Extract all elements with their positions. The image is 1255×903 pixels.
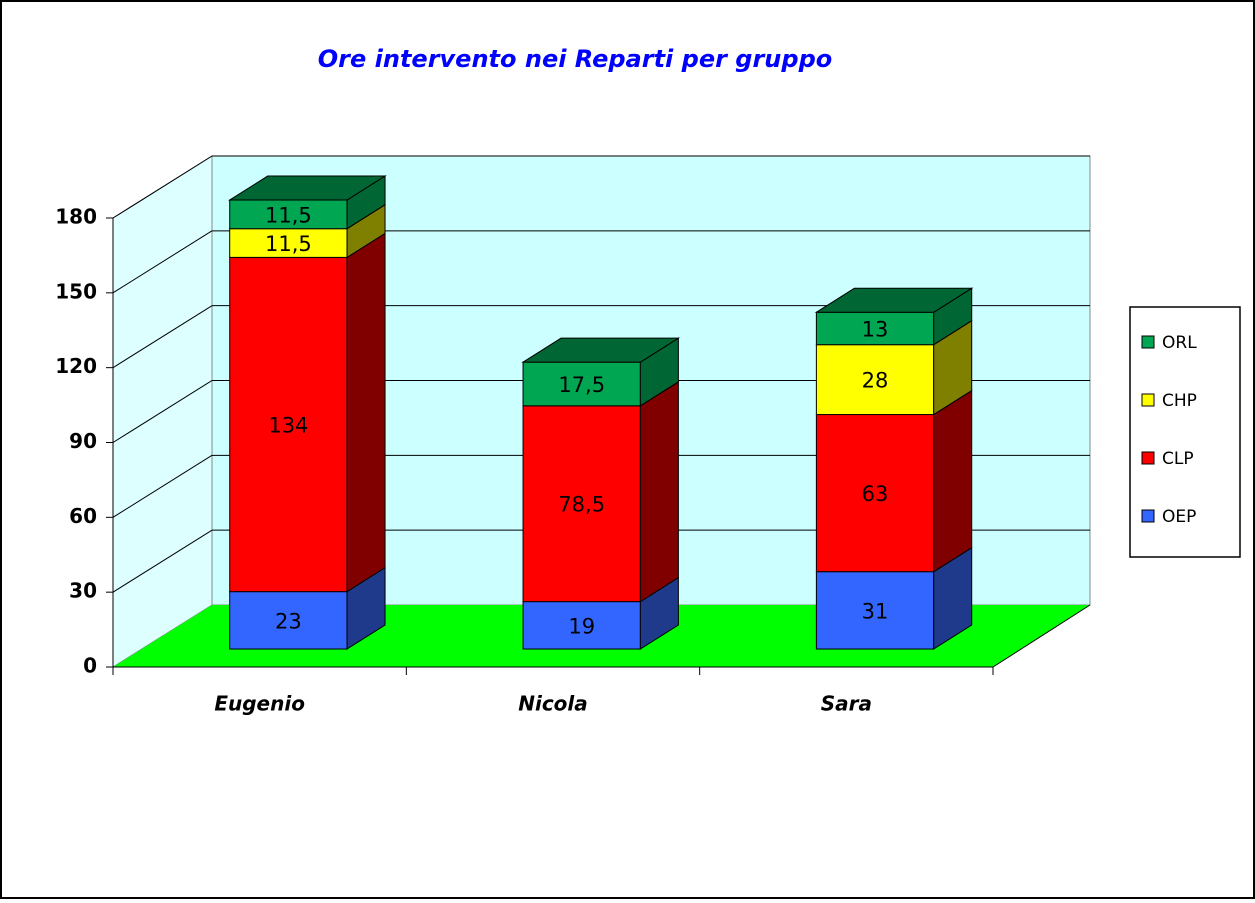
grid-line <box>112 230 213 294</box>
bar-front <box>815 414 935 573</box>
data-label: 17,5 <box>558 373 605 397</box>
bar-front <box>815 311 935 346</box>
x-tick-label: Eugenio <box>214 692 305 716</box>
y-tick-label: 0 <box>83 654 97 678</box>
data-label: 11,5 <box>265 232 312 256</box>
chart-title: Ore intervento nei Reparti per gruppo <box>318 45 832 73</box>
data-label: 31 <box>862 599 889 623</box>
data-label: 23 <box>275 609 302 633</box>
x-tick-label: Nicola <box>518 692 588 716</box>
data-label: 63 <box>862 482 889 506</box>
grid-line <box>112 380 213 443</box>
bar-front <box>229 256 348 593</box>
bar-side <box>639 380 679 603</box>
y-tick-label: 60 <box>69 504 97 528</box>
grid-line <box>112 155 213 219</box>
y-tick-label: 120 <box>55 354 97 378</box>
bar-front <box>815 571 935 650</box>
legend-key <box>1141 335 1155 349</box>
data-label: 78,5 <box>558 493 605 517</box>
bar-front <box>522 405 641 603</box>
legend-key <box>1141 451 1155 465</box>
legend-key <box>1141 509 1155 523</box>
legend-label: CHP <box>1162 391 1197 411</box>
bar-front <box>522 601 641 650</box>
bar-top <box>521 337 681 363</box>
bar-side <box>346 232 386 593</box>
data-label: 134 <box>268 414 308 438</box>
bar-top <box>814 287 974 313</box>
legend-label: ORL <box>1162 333 1197 353</box>
legend-key <box>1141 393 1155 407</box>
floor-edge <box>992 604 1091 668</box>
x-tick-label: Sara <box>821 692 872 716</box>
data-label: 11,5 <box>265 203 312 227</box>
data-label: 19 <box>568 614 595 638</box>
grid-line <box>112 305 213 369</box>
data-label: 13 <box>862 317 889 341</box>
bar-top <box>227 175 387 201</box>
y-tick-label: 30 <box>69 579 97 603</box>
legend-label: OEP <box>1162 507 1196 527</box>
y-tick-label: 150 <box>55 279 97 303</box>
bar-side <box>933 389 973 573</box>
grid-line <box>112 529 213 593</box>
y-tick-label: 180 <box>55 205 97 229</box>
legend-label: CLP <box>1162 449 1194 469</box>
y-tick-label: 90 <box>69 429 97 453</box>
grid-line <box>112 454 213 518</box>
data-label: 28 <box>862 369 889 393</box>
